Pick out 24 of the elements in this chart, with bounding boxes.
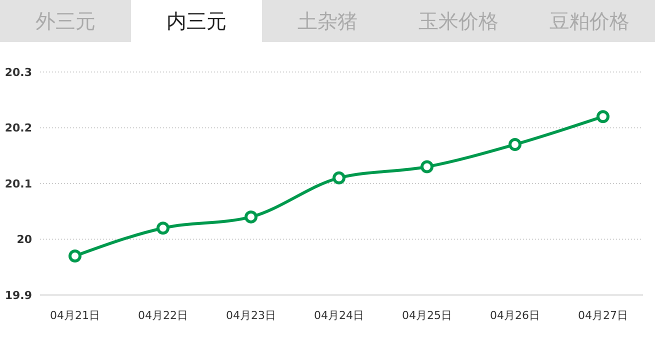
text: 土杂猪 — [262, 0, 393, 42]
y-tick-label: 20.3 — [4, 66, 32, 79]
x-tick-label: 04月25日 — [402, 308, 452, 322]
x-tick-label: 04月27日 — [578, 308, 628, 322]
y-tick-label: 20 — [16, 233, 32, 246]
point — [508, 138, 522, 151]
text: 豆粕价格 — [524, 0, 655, 42]
point — [244, 210, 258, 224]
x-tick-label: 04月24日 — [314, 308, 364, 322]
x-tick-label: 04月23日 — [226, 308, 276, 322]
point — [68, 249, 82, 262]
point — [596, 110, 610, 124]
x-tick-label: 04月22日 — [138, 308, 188, 322]
y-tick-label: 20.2 — [4, 122, 32, 135]
y-tick-label: 20.1 — [4, 177, 32, 190]
text: 玉米价格 — [393, 0, 524, 42]
point — [156, 222, 170, 235]
x-tick-label: 04月26日 — [490, 308, 540, 322]
point — [420, 160, 434, 174]
text: 外三元 — [0, 0, 131, 42]
x-tick-label: 04月21日 — [50, 308, 100, 322]
y-tick-label: 19.9 — [4, 288, 32, 302]
point — [332, 171, 346, 184]
chart-title: 内三元 — [131, 0, 262, 42]
